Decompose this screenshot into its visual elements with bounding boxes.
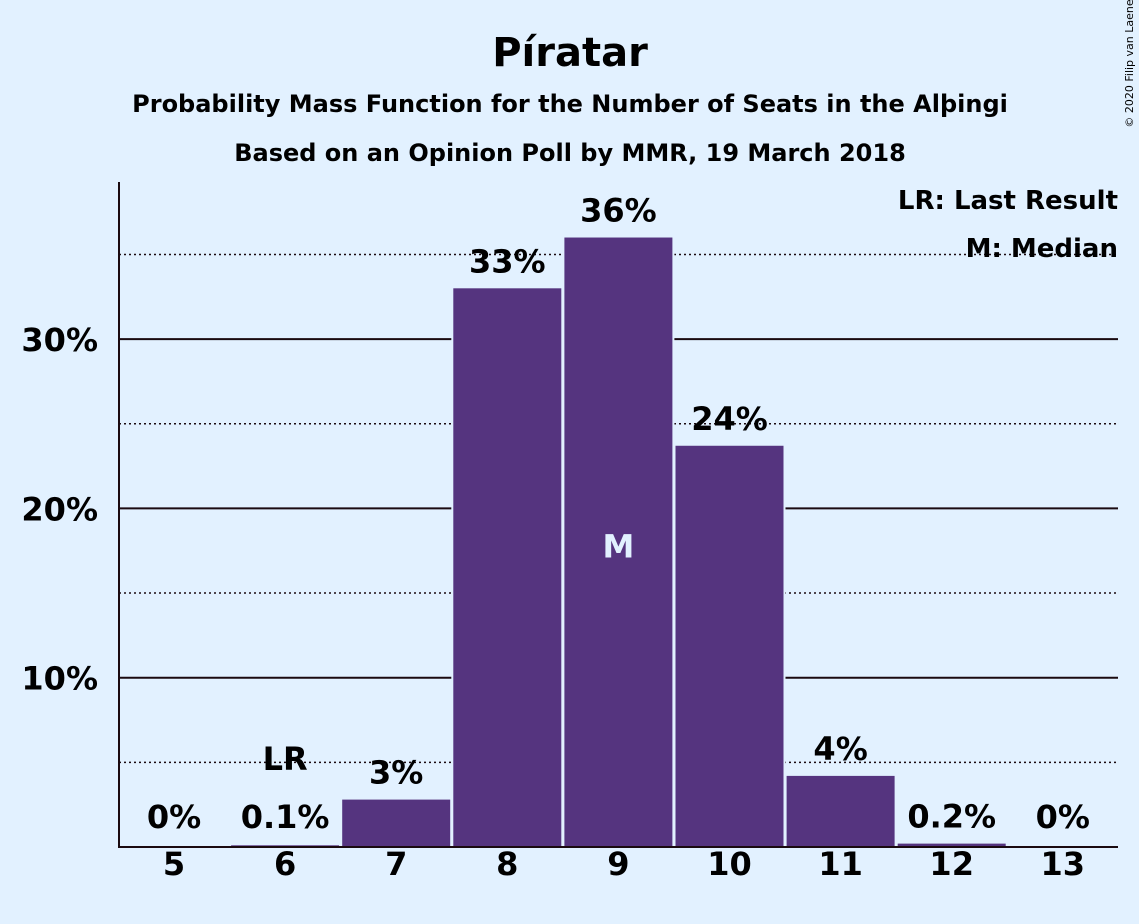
bars <box>229 235 1008 847</box>
legend-last-result: LR: Last Result <box>898 186 1118 216</box>
legend-median: M: Median <box>966 234 1118 264</box>
value-label-7: 3% <box>369 754 423 792</box>
y-tick-label-1: 20% <box>21 490 98 528</box>
bar-11 <box>786 775 895 847</box>
bar-12 <box>897 843 1006 847</box>
x-tick-label-6: 6 <box>274 845 296 883</box>
bar-halo-6 <box>229 843 342 847</box>
value-label-5: 0% <box>147 798 201 836</box>
bar-9 <box>564 237 673 847</box>
value-label-11: 4% <box>813 730 867 768</box>
chart-subtitle-poll: Based on an Opinion Poll by MMR, 19 Marc… <box>234 139 906 167</box>
y-tick-label-0: 10% <box>21 660 98 698</box>
y-tick-label-2: 30% <box>21 321 98 359</box>
median-marker: M <box>602 528 634 566</box>
x-tick-label-13: 13 <box>1041 845 1086 883</box>
x-tick-label-9: 9 <box>607 845 629 883</box>
chart-subtitle: Probability Mass Function for the Number… <box>132 90 1008 118</box>
bar-8 <box>453 288 562 847</box>
last-result-marker: LR <box>263 740 308 778</box>
value-labels: 0% 0.1% 3% 33% 36% 24% 4% 0.2% 0% LR M <box>147 192 1090 836</box>
axes: 5 6 7 8 9 10 11 12 13 <box>118 182 1118 883</box>
value-label-12: 0.2% <box>907 798 996 836</box>
bar-7 <box>342 799 451 847</box>
copyright-credit: © 2020 Filip van Laenen <box>1123 0 1136 128</box>
x-tick-label-12: 12 <box>929 845 974 883</box>
x-tick-label-10: 10 <box>707 845 752 883</box>
value-label-6: 0.1% <box>241 798 330 836</box>
value-label-10: 24% <box>691 400 768 438</box>
x-tick-label-8: 8 <box>496 845 518 883</box>
value-label-9: 36% <box>580 192 657 230</box>
value-label-8: 33% <box>469 242 546 280</box>
chart-title: Píratar <box>492 30 648 76</box>
value-label-13: 0% <box>1036 798 1090 836</box>
bar-10 <box>675 445 784 847</box>
x-tick-label-7: 7 <box>385 845 407 883</box>
x-tick-label-5: 5 <box>163 845 185 883</box>
x-tick-label-11: 11 <box>818 845 863 883</box>
